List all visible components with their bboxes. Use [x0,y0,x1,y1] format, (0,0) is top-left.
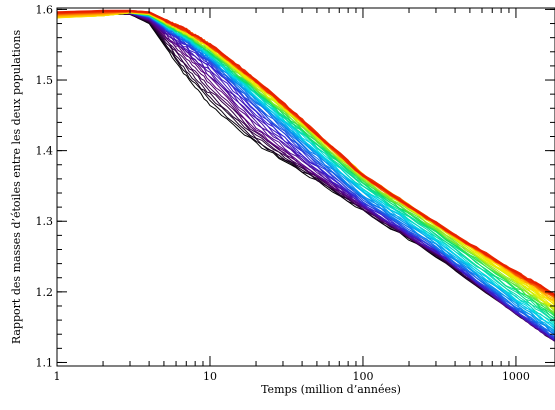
y-tick-label: 1.4 [36,145,54,158]
x-tick-label: 1 [54,370,61,383]
x-tick-label: 10 [203,370,217,383]
x-tick-label: 1000 [502,370,530,383]
x-axis-title: Temps (million d’années) [261,383,401,396]
y-tick-label: 1.2 [36,286,54,299]
y-tick-label: 1.3 [36,215,54,228]
y-tick-label: 1.1 [36,356,54,369]
y-tick-label: 1.6 [36,3,54,16]
x-tick-label: 100 [352,370,373,383]
y-axis-title: Rapport des masses d’étoiles entre les d… [10,29,23,344]
y-tick-label: 1.5 [36,74,54,87]
